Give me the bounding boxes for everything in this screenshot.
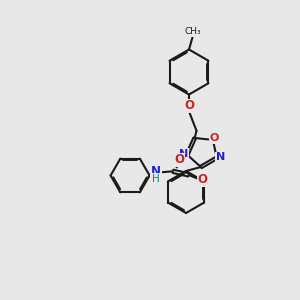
Text: H: H <box>152 173 160 184</box>
Text: N: N <box>151 165 161 178</box>
Text: N: N <box>179 149 188 159</box>
Text: O: O <box>210 134 219 143</box>
Text: CH₃: CH₃ <box>185 27 202 36</box>
Text: O: O <box>175 153 184 167</box>
Text: N: N <box>216 152 225 162</box>
Text: O: O <box>198 173 208 186</box>
Text: O: O <box>184 99 194 112</box>
